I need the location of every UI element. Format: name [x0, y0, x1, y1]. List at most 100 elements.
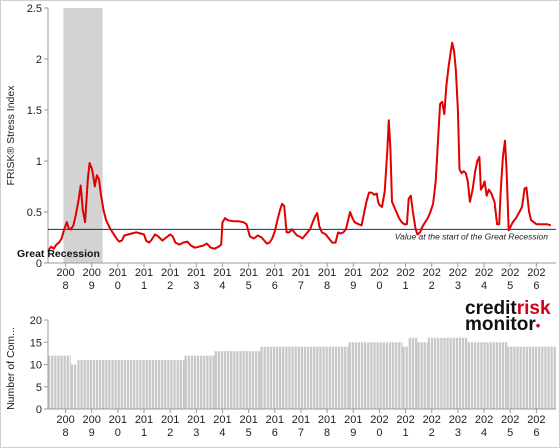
- company-count-bar: [92, 360, 96, 409]
- company-count-bar: [420, 342, 423, 409]
- company-count-bar: [367, 342, 370, 409]
- x-tick-label-top: 201: [109, 267, 127, 279]
- company-count-bar: [351, 342, 354, 409]
- company-count-bar: [148, 360, 151, 409]
- company-count-bar: [510, 346, 513, 409]
- company-count-bar: [455, 337, 459, 409]
- company-count-bar: [411, 337, 415, 409]
- x-tick-label-bottom-bottom-chart: 1: [403, 427, 409, 439]
- company-count-bar: [347, 346, 349, 409]
- company-count-bar: [344, 346, 347, 409]
- company-count-bar: [157, 360, 161, 409]
- reference-line-label: Value at the start of the Great Recessio…: [395, 231, 549, 241]
- company-count-bar: [303, 346, 307, 409]
- company-count-bar: [57, 355, 60, 409]
- y-tick-label: 0.5: [27, 207, 42, 219]
- company-count-bar: [408, 337, 412, 409]
- company-count-bar: [142, 360, 145, 409]
- company-count-bar: [145, 360, 148, 409]
- company-count-bar: [133, 360, 136, 409]
- company-count-bar: [402, 346, 405, 409]
- company-count-bar: [370, 342, 373, 409]
- company-count-bar: [382, 342, 385, 409]
- x-tick-label-bottom-bottom-chart: 3: [193, 427, 199, 439]
- company-count-bar: [196, 355, 200, 409]
- y-axis-ticks: 0 0.5 1 1.5 2 2.5: [27, 3, 48, 270]
- x-tick-label-bottom-bottom-chart: 4: [219, 427, 225, 439]
- company-count-bar: [136, 360, 139, 409]
- company-count-bar: [348, 342, 351, 409]
- x-tick-label-bottom: 2: [429, 280, 435, 292]
- x-tick-label-bottom-bottom-chart: 5: [246, 427, 252, 439]
- company-count-bar: [300, 346, 304, 409]
- x-tick-label-top-bottom-chart: 201: [292, 414, 310, 426]
- creditriskmonitor-logo: creditrisk monitor•: [465, 298, 551, 335]
- company-count-bar: [83, 360, 86, 409]
- company-count-bar: [316, 346, 319, 409]
- x-tick-label-top: 201: [161, 267, 179, 279]
- company-count-bar: [467, 342, 471, 409]
- x-tick-label-top: 202: [527, 267, 545, 279]
- company-count-bar: [391, 342, 395, 409]
- company-count-bar: [297, 346, 300, 409]
- company-count-bar: [251, 351, 255, 409]
- y-tick-label: 1.5: [27, 105, 42, 117]
- company-count-bar: [254, 351, 258, 409]
- company-count-bar: [95, 360, 99, 409]
- x-tick-label-bottom: 6: [272, 280, 278, 292]
- x-tick-label-top: 201: [187, 267, 205, 279]
- company-count-bar: [258, 351, 261, 409]
- company-count-bar: [63, 355, 66, 409]
- company-count-bar: [212, 355, 215, 409]
- company-count-bar: [319, 346, 322, 409]
- company-count-bar: [426, 342, 428, 409]
- x-tick-label-top-bottom-chart: 202: [527, 414, 545, 426]
- company-count-bar: [260, 346, 263, 409]
- company-count-bar: [272, 346, 276, 409]
- x-tick-label-top: 201: [344, 267, 362, 279]
- company-count-bar: [507, 346, 510, 409]
- company-count-bar: [334, 346, 338, 409]
- company-count-bar: [373, 342, 376, 409]
- logo-text-credit: credit: [465, 298, 517, 319]
- company-count-bar: [200, 355, 203, 409]
- company-count-bar: [69, 355, 71, 409]
- x-tick-label-bottom: 1: [403, 280, 409, 292]
- y-axis-title-bottom: Number of Com...: [5, 327, 17, 410]
- great-recession-label: Great Recession: [17, 248, 100, 260]
- company-count-bar: [492, 342, 495, 409]
- x-tick-label-bottom-bottom-chart: 8: [324, 427, 330, 439]
- x-tick-label-bottom: 9: [350, 280, 356, 292]
- company-count-bar: [89, 360, 92, 409]
- x-tick-label-top: 201: [213, 267, 231, 279]
- company-count-bar: [80, 360, 83, 409]
- company-count-bar: [209, 355, 212, 409]
- company-count-bar: [325, 346, 328, 409]
- x-tick-label-top: 202: [501, 267, 519, 279]
- company-count-bar: [167, 360, 170, 409]
- x-tick-label-top: 201: [318, 267, 336, 279]
- x-tick-label-top: 202: [449, 267, 467, 279]
- company-count-bar: [203, 355, 206, 409]
- y-axis-title: FRISK® Stress Index: [5, 85, 17, 186]
- company-count-bar: [430, 337, 434, 409]
- company-count-bar: [360, 342, 364, 409]
- x-tick-label-bottom-bottom-chart: 6: [533, 427, 539, 439]
- company-count-bar: [414, 337, 418, 409]
- x-tick-label-bottom: 7: [298, 280, 304, 292]
- x-tick-label-bottom-bottom-chart: 2: [167, 427, 173, 439]
- company-count-bar: [114, 360, 117, 409]
- x-tick-label-bottom-bottom-chart: 5: [507, 427, 513, 439]
- logo-line-1: creditrisk: [465, 298, 551, 319]
- company-count-bar: [538, 346, 541, 409]
- x-tick-label-bottom: 9: [89, 280, 95, 292]
- company-count-bar: [236, 351, 239, 409]
- company-count-bar: [544, 346, 547, 409]
- company-count-bar: [310, 346, 313, 409]
- y-tick-label: 1: [36, 156, 42, 168]
- company-count-bar: [401, 342, 403, 409]
- x-tick-label-bottom-bottom-chart: 6: [272, 427, 278, 439]
- company-count-bar: [151, 360, 154, 409]
- x-tick-label-bottom: 4: [481, 280, 487, 292]
- y-tick-label-bottom: 5: [36, 382, 42, 394]
